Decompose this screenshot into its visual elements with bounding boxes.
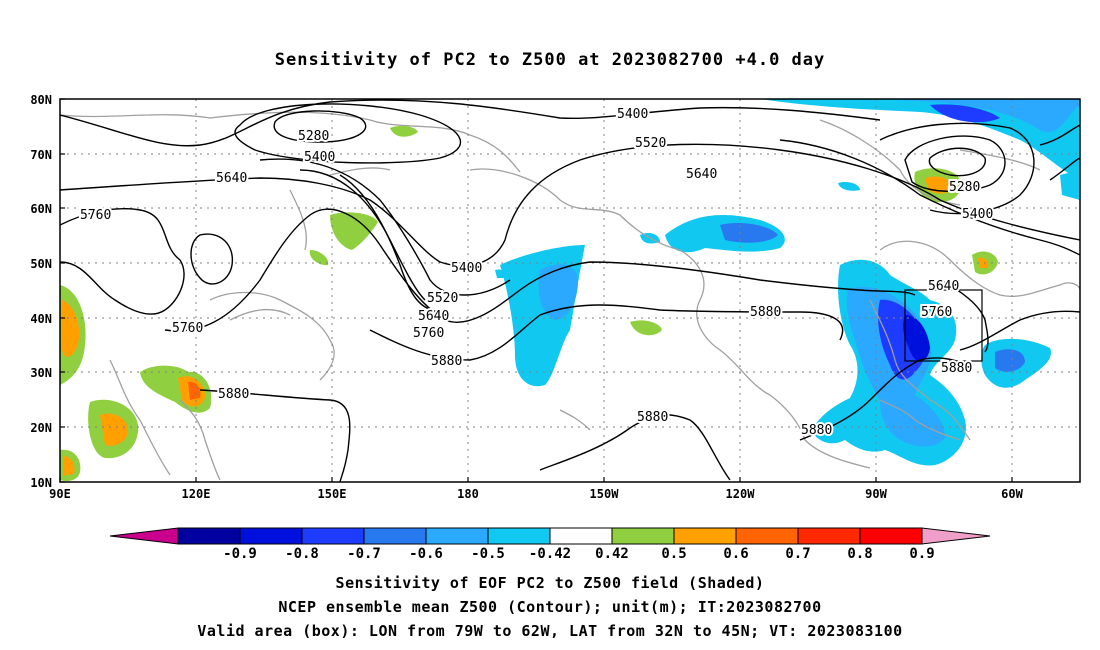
lon-tick-label: 150W	[590, 487, 620, 501]
colorbar-label: -0.42	[529, 546, 571, 562]
colorbar-labels: -0.9 -0.8 -0.7 -0.6 -0.5 -0.42 0.42 0.5 0.6 0.7 0.…	[223, 546, 935, 562]
lat-tick-label: 30N	[30, 366, 52, 380]
colorbar-label: 0.9	[909, 546, 934, 562]
lat-lon-grid	[60, 99, 1080, 482]
lat-tick-label: 60N	[30, 202, 52, 216]
contour-label: 5880	[218, 387, 249, 402]
colorbar-label: -0.9	[223, 546, 257, 562]
map-title: Sensitivity of PC2 to Z500 at 2023082700…	[274, 50, 826, 70]
colorbar-segment	[735, 527, 799, 545]
contour-label: 5640	[216, 171, 247, 186]
lat-tick-label: 40N	[30, 312, 52, 326]
lon-tick-label: 60W	[1001, 487, 1023, 501]
valid-area-box	[904, 289, 983, 362]
contour-label: 5520	[427, 291, 458, 306]
caption-line-1: Sensitivity of EOF PC2 to Z500 field (Sh…	[335, 574, 765, 592]
colorbar-label: 0.8	[847, 546, 872, 562]
negative-sensitivity-shading	[495, 99, 1080, 466]
contour-label: 5760	[172, 321, 203, 336]
contour-label: 5640	[928, 279, 959, 294]
contour-label: 5400	[451, 261, 482, 276]
lon-tick-label: 120E	[182, 487, 211, 501]
positive-sensitivity-shading	[60, 125, 998, 482]
colorbar-segment	[549, 527, 613, 545]
colorbar-label: -0.6	[409, 546, 443, 562]
lon-tick-label: 180	[457, 487, 479, 501]
colorbar-over-triangle	[921, 527, 991, 545]
axis-tick-marks	[59, 98, 1013, 483]
contour-label: 5760	[921, 305, 952, 320]
colorbar-segment	[611, 527, 675, 545]
contour-label: 5880	[637, 410, 668, 425]
contour-label: 5760	[80, 208, 111, 223]
longitude-labels: 90E 120E 150E 180 150W 120W 90W 60W	[49, 487, 1023, 501]
lon-tick-label: 90E	[49, 487, 71, 501]
colorbar-label: -0.5	[471, 546, 505, 562]
lat-tick-label: 80N	[30, 93, 52, 107]
contour-label: 5400	[617, 107, 648, 122]
colorbar-segment	[859, 527, 923, 545]
colorbar-label: -0.7	[347, 546, 381, 562]
colorbar-label: 0.7	[785, 546, 810, 562]
contour-label: 5400	[962, 207, 993, 222]
caption-line-3: Valid area (box): LON from 79W to 62W, L…	[197, 622, 903, 640]
contour-label: 5640	[418, 309, 449, 324]
contour-label: 5640	[686, 167, 717, 182]
colorbar-segment	[239, 527, 303, 545]
colorbar-label: -0.8	[285, 546, 319, 562]
lon-tick-label: 120W	[726, 487, 756, 501]
contour-label: 5280	[949, 180, 980, 195]
colorbar-label: 0.5	[661, 546, 686, 562]
lon-tick-label: 90W	[865, 487, 887, 501]
lat-tick-label: 10N	[30, 476, 52, 490]
colorbar-segment	[301, 527, 365, 545]
contour-label: 5520	[635, 136, 666, 151]
coastlines	[60, 111, 1080, 481]
colorbar-segment	[487, 527, 551, 545]
contour-label: 5880	[431, 354, 462, 369]
plot-area: 5280 5400 5640 5760 5400 5520 5640 5760 …	[60, 99, 1080, 482]
contour-label: 5400	[304, 150, 335, 165]
lat-tick-label: 50N	[30, 257, 52, 271]
colorbar	[109, 527, 991, 545]
plot-frame	[59, 98, 1081, 483]
caption-line-2: NCEP ensemble mean Z500 (Contour); unit(…	[278, 598, 822, 616]
contour-label: 5760	[413, 326, 444, 341]
colorbar-under-triangle	[109, 527, 179, 545]
lon-tick-label: 150E	[318, 487, 347, 501]
colorbar-label: 0.42	[595, 546, 629, 562]
z500-contours	[60, 99, 1080, 482]
colorbar-segment	[425, 527, 489, 545]
contour-label: 5880	[941, 361, 972, 376]
colorbar-segment	[177, 527, 241, 545]
colorbar-label: 0.6	[723, 546, 748, 562]
colorbar-segment	[673, 527, 737, 545]
latitude-labels: 80N 70N 60N 50N 40N 30N 20N 10N	[30, 93, 52, 490]
colorbar-segment	[363, 527, 427, 545]
contour-label: 5880	[801, 423, 832, 438]
lat-tick-label: 20N	[30, 421, 52, 435]
lat-tick-label: 70N	[30, 148, 52, 162]
contour-label: 5280	[298, 129, 329, 144]
contour-labels: 5280 5400 5640 5760 5400 5520 5640 5760 …	[78, 105, 995, 440]
colorbar-segment	[797, 527, 861, 545]
contour-label: 5880	[750, 305, 781, 320]
